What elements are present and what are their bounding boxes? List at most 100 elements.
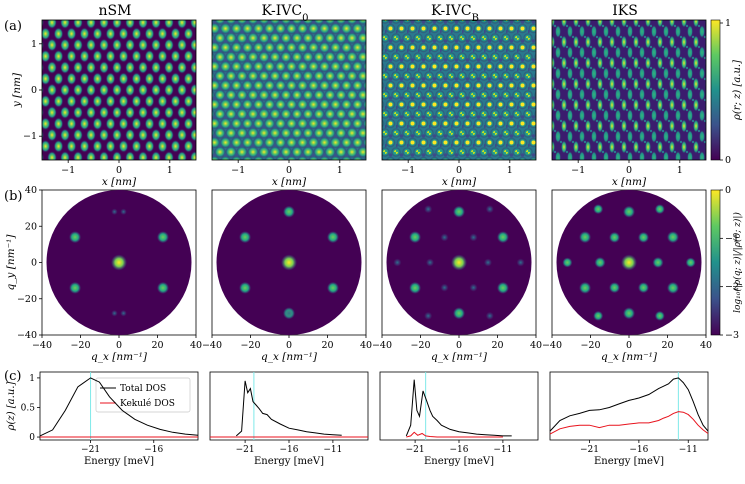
x-tick-label: −21 <box>406 445 425 455</box>
column-title-text: K-IVC <box>262 3 303 19</box>
row-label-2: (c) <box>4 369 21 384</box>
y-tick-label: 20 <box>25 221 37 232</box>
x-tick-label: −40 <box>372 340 392 351</box>
x-tick-label: −21 <box>580 445 599 455</box>
x-tick-label: −1 <box>571 165 585 176</box>
x-tick-label: 40 <box>190 340 202 351</box>
fourier-peak <box>424 311 433 320</box>
fourier-peak <box>469 233 478 242</box>
x-tick-label: 20 <box>321 340 333 351</box>
fourier-peak <box>326 231 339 244</box>
fourier-peak <box>426 258 434 267</box>
x-tick-label: 20 <box>151 340 163 351</box>
x-tick-label: −20 <box>240 340 260 351</box>
x-tick-label: 1 <box>507 165 513 176</box>
fourier-peak <box>111 254 127 271</box>
y-tick-label: 0.5 <box>21 403 36 413</box>
legend-box <box>95 377 191 413</box>
fourier-peak <box>579 281 592 294</box>
x-tick-label: −40 <box>542 340 562 351</box>
x-tick-label: −1 <box>231 165 245 176</box>
colorbar-b-tick-label: −1 <box>725 233 739 244</box>
x-tick-label: 40 <box>360 340 372 351</box>
x-tick-label: 20 <box>661 340 673 351</box>
fourier-peak <box>469 283 478 292</box>
fourier-peak <box>120 310 127 317</box>
dos-plot-frame-3 <box>549 371 709 441</box>
row-label-0: (a) <box>4 19 22 34</box>
column-title-1: K-IVC0 <box>262 3 309 24</box>
fourier-peak <box>496 231 509 244</box>
fourier-peak <box>594 257 606 268</box>
column-title-0: nSM <box>99 3 132 19</box>
colorbar-b-tick-label: −3 <box>725 330 739 341</box>
fourier-peak <box>609 231 620 243</box>
fourier-peak <box>239 231 252 244</box>
fourier-peak <box>484 258 492 267</box>
colorbar-a-tick-label: 0 <box>725 155 731 166</box>
total-dos-line-3 <box>549 377 709 432</box>
x-tick-label: 0 <box>626 340 632 351</box>
x-axis-label: x [nm] <box>442 176 477 188</box>
x-tick-label: −1 <box>401 165 415 176</box>
fourier-peak <box>451 254 467 271</box>
x-tick-label: −21 <box>81 445 100 455</box>
x-tick-label: −16 <box>450 445 469 455</box>
dos-plot-frame-2 <box>379 371 539 441</box>
density-map-2 <box>382 20 536 160</box>
fourier-peak <box>440 283 449 292</box>
x-tick-label: 0 <box>456 340 462 351</box>
x-tick-label: −16 <box>280 445 299 455</box>
fourier-peak <box>453 205 465 218</box>
x-axis-label: x [nm] <box>102 176 137 188</box>
x-tick-label: 0 <box>116 340 122 351</box>
x-tick-label: 0 <box>286 165 292 176</box>
fourier-peak <box>69 231 82 244</box>
x-axis-label: Energy [meV] <box>594 456 664 467</box>
x-axis-label: Energy [meV] <box>84 456 154 467</box>
y-tick-label: 1 <box>29 374 35 384</box>
x-tick-label: −16 <box>144 445 163 455</box>
y-tick-label: −40 <box>17 330 37 341</box>
density-map-1 <box>212 20 366 160</box>
fourier-peak <box>654 310 665 321</box>
colorbar-a <box>710 19 721 161</box>
total-dos-line-2 <box>405 379 512 437</box>
x-tick-label: 40 <box>530 340 542 351</box>
column-title-3: IKS <box>612 3 638 19</box>
legend-label-total: Total DOS <box>120 384 166 394</box>
fourier-peak <box>579 231 592 244</box>
column-title-subscript: B <box>472 13 479 24</box>
x-axis-label: q_x [nm⁻¹] <box>431 351 488 363</box>
fourier-peak <box>239 281 252 294</box>
fourier-peak <box>485 311 494 320</box>
kekule-dos-line-3 <box>549 411 709 435</box>
x-tick-label: −20 <box>410 340 430 351</box>
fourier-peak <box>283 205 295 218</box>
x-tick-label: 1 <box>167 165 173 176</box>
colorbar-b-tick-label: −2 <box>725 282 739 293</box>
fourier-peak <box>666 281 679 294</box>
column-title-text: K-IVC <box>431 3 472 19</box>
fourier-peak <box>453 307 465 320</box>
x-tick-label: −21 <box>236 445 255 455</box>
y-tick-label: 0 <box>31 258 37 269</box>
fourier-peak <box>666 231 679 244</box>
fourier-peak <box>652 257 664 268</box>
x-tick-label: −11 <box>323 445 342 455</box>
x-axis-label: Energy [meV] <box>254 456 324 467</box>
x-tick-label: −40 <box>32 340 52 351</box>
density-map-0 <box>42 20 196 160</box>
colorbar-b-tick-label: 0 <box>725 185 731 196</box>
row-label-1: (b) <box>4 189 22 204</box>
fourier-peak <box>685 257 696 268</box>
x-tick-label: 1 <box>337 165 343 176</box>
fourier-peak <box>111 208 118 215</box>
fourier-peak <box>562 257 573 268</box>
x-tick-label: 20 <box>491 340 503 351</box>
y-tick-label: −1 <box>23 131 37 142</box>
fourier-peak <box>409 231 422 244</box>
fourier-peak <box>654 204 665 215</box>
x-tick-label: −20 <box>70 340 90 351</box>
x-tick-label: −11 <box>493 445 512 455</box>
